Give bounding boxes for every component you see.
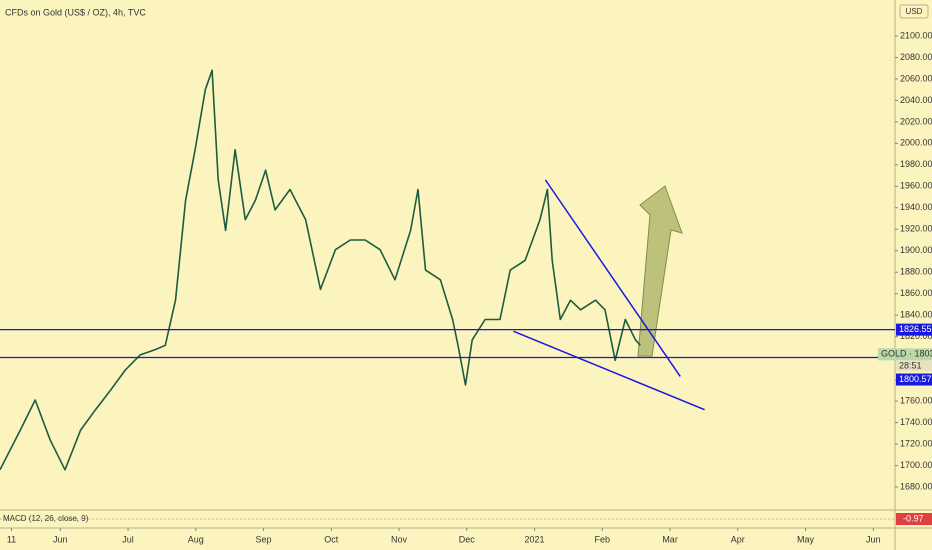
y-tick-label: 2040.00 [900, 95, 932, 105]
indicator-value: -0.97 [903, 513, 924, 523]
y-tick-label: 2100.00 [900, 30, 932, 40]
indicator-value-box [896, 513, 932, 525]
y-tick-label: 1820.00 [900, 331, 932, 341]
y-tick-label: 2020.00 [900, 116, 932, 126]
y-tick-label: 1680.00 [900, 481, 932, 491]
currency: USD [906, 7, 923, 16]
x-tick-label: Jul [122, 534, 134, 544]
y-tick-label: 1700.00 [900, 460, 932, 470]
y-tick-label: 2080.00 [900, 52, 932, 62]
trend-line [544, 179, 681, 377]
x-tick-label: Nov [391, 534, 408, 544]
last-price: 1803.54 [915, 349, 932, 359]
x-tick-label: Jun [866, 534, 881, 544]
x-tick-label: Sep [256, 534, 272, 544]
y-tick-label: 2000.00 [900, 138, 932, 148]
x-tick-label: Apr [731, 534, 745, 544]
trend-line [513, 330, 705, 411]
x-tick-label: Jun [53, 534, 68, 544]
y-tick-label: 1960.00 [900, 181, 932, 191]
x-tick-label: 11 [7, 534, 16, 544]
y-tick-label: 2060.00 [900, 73, 932, 83]
x-tick-label: Oct [324, 534, 339, 544]
up-arrow [637, 185, 683, 357]
line-price-box [896, 373, 932, 386]
countdown: 28:51 [899, 361, 922, 371]
x-tick-label: Aug [188, 534, 204, 544]
y-tick-label: 1760.00 [900, 395, 932, 405]
line-price-label: 1800.57 [899, 374, 932, 384]
y-tick-label: 1900.00 [900, 245, 932, 255]
last-price-box [878, 348, 932, 361]
line-price-box [896, 323, 932, 336]
x-tick-label: 2021 [525, 534, 545, 544]
chart-title: CFDs on Gold (US$ / OZ), 4h, TVC [5, 7, 146, 17]
y-tick-label: 1920.00 [900, 224, 932, 234]
y-tick-label: 1720.00 [900, 438, 932, 448]
price-line [0, 69, 641, 471]
indicator-name: MACD (12, 26, close, 9) [3, 514, 89, 523]
last-price-label: GOLD · 1803.54 [881, 349, 932, 359]
y-tick-label: 1980.00 [900, 159, 932, 169]
currency-box[interactable] [899, 4, 929, 19]
y-tick-label: 1740.00 [900, 417, 932, 427]
countdown-box [896, 360, 932, 372]
x-tick-label: Mar [662, 534, 678, 544]
y-tick-label: 1840.00 [900, 310, 932, 320]
symbol: GOLD [881, 349, 907, 359]
y-tick-label: 1880.00 [900, 267, 932, 277]
line-price-label: 1826.55 [899, 324, 932, 334]
y-tick-label: 1940.00 [900, 202, 932, 212]
x-tick-label: Feb [595, 534, 611, 544]
x-tick-label: Dec [459, 534, 476, 544]
x-tick-label: May [797, 534, 815, 544]
y-tick-label: 1860.00 [900, 288, 932, 298]
